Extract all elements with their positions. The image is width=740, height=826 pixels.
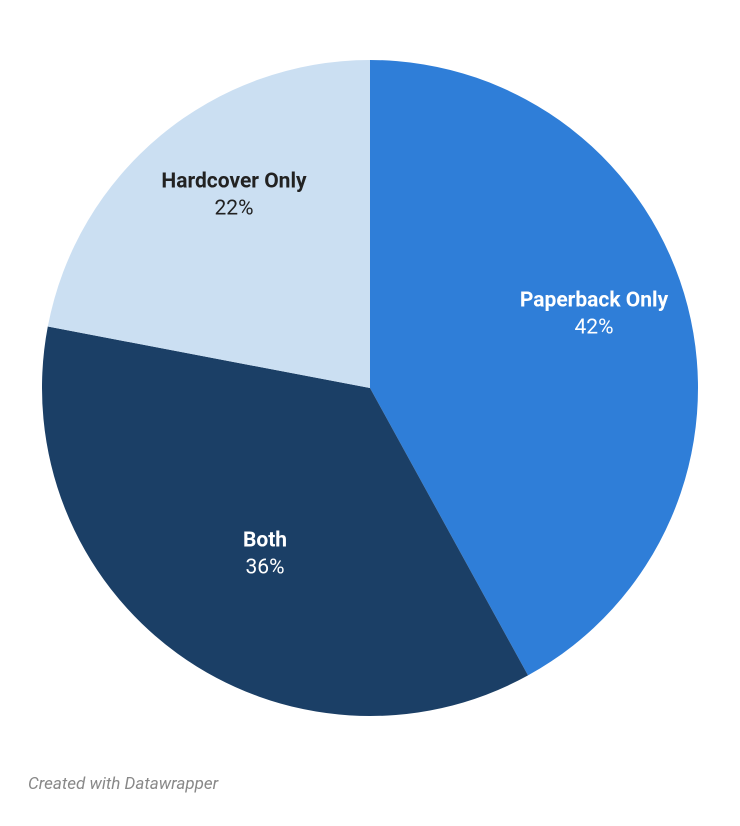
slice-name: Both bbox=[243, 529, 287, 553]
slice-value: 42% bbox=[575, 316, 614, 340]
pie-chart-svg bbox=[0, 0, 740, 826]
slice-value: 22% bbox=[215, 197, 254, 221]
slice-label: Hardcover Only 22% bbox=[161, 169, 306, 224]
slice-label: Both 36% bbox=[243, 528, 287, 583]
credit-text: Created with Datawrapper bbox=[28, 774, 218, 794]
slice-name: Hardcover Only bbox=[161, 170, 306, 194]
slice-name: Paperback Only bbox=[520, 289, 668, 313]
slice-label: Paperback Only 42% bbox=[520, 288, 668, 343]
slice-value: 36% bbox=[246, 556, 285, 580]
pie-chart-container: Created with Datawrapper Paperback Only 4… bbox=[0, 0, 740, 826]
